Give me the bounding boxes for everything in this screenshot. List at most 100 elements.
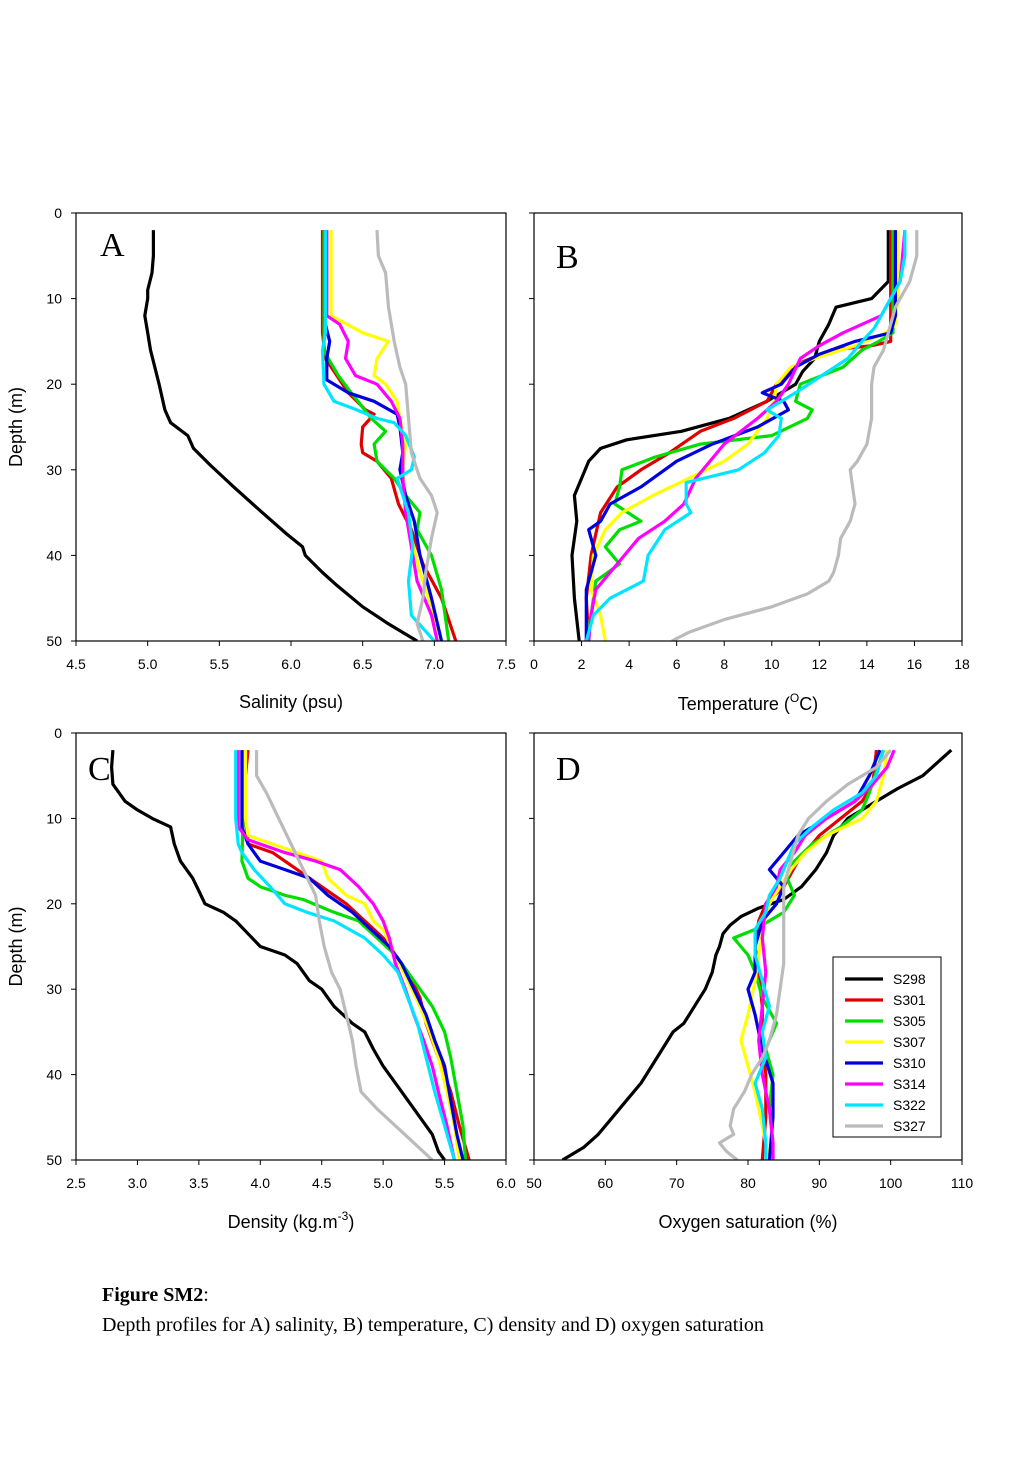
caption-label: Figure SM2 — [102, 1284, 204, 1306]
series-line-s310 — [584, 230, 897, 641]
series-line-s298 — [561, 748, 953, 1160]
x-tick-label: 5.0 — [138, 656, 158, 672]
x-tick-label: 2 — [578, 656, 586, 672]
y-tick-label: 30 — [46, 462, 62, 478]
series-line-s327 — [255, 750, 434, 1160]
y-axis-label: Depth (m) — [6, 906, 26, 986]
series-line-s301 — [320, 230, 458, 641]
x-tick-label: 50 — [526, 1175, 542, 1191]
x-tick-label: 0 — [530, 656, 538, 672]
x-tick-label: 3.0 — [128, 1175, 148, 1191]
x-axis-label: Oxygen saturation (%) — [658, 1212, 837, 1232]
legend-label-s298: S298 — [893, 971, 926, 987]
y-axis-label: Depth (m) — [6, 387, 26, 467]
series-line-s307 — [329, 230, 444, 641]
series-line-s298 — [110, 749, 446, 1160]
series-line-s298 — [570, 230, 890, 641]
x-tick-label: 110 — [951, 1175, 974, 1191]
series-line-s314 — [587, 229, 907, 641]
x-tick-label: 14 — [859, 656, 875, 672]
x-tick-label: 6 — [673, 656, 681, 672]
x-tick-label: 60 — [598, 1175, 614, 1191]
caption-title-line: Figure SM2: — [102, 1280, 962, 1310]
x-tick-label: 10 — [764, 656, 780, 672]
panel-c: 2.5 3.0 3.5 4.0 4.5 5.0 5.5 6.0 0 10 20 30 40 50 C Dens… — [6, 725, 516, 1232]
panel-letter: D — [556, 751, 581, 788]
x-tick-label: 4.5 — [312, 1175, 332, 1191]
x-axis-label: Salinity (psu) — [239, 692, 343, 712]
x-tick-label: 5.5 — [210, 656, 230, 672]
series-line-s322 — [584, 230, 907, 641]
y-tick-label: 30 — [46, 981, 62, 997]
x-tick-label: 100 — [879, 1175, 903, 1191]
series-line-s301 — [584, 230, 893, 641]
series-group — [561, 748, 953, 1160]
series-line-s298 — [143, 230, 418, 641]
series-group — [143, 230, 458, 641]
series-line-s305 — [322, 230, 451, 641]
series-line-s305 — [240, 750, 468, 1160]
panel-letter: B — [556, 239, 579, 276]
series-group — [110, 749, 471, 1160]
x-tick-label: 3.5 — [189, 1175, 209, 1191]
x-tick-label: 80 — [740, 1175, 756, 1191]
y-tick-label: 50 — [46, 1152, 62, 1168]
x-tick-label: 90 — [812, 1175, 828, 1191]
x-tick-label: 6.0 — [496, 1175, 516, 1191]
y-tick-label: 40 — [46, 547, 62, 563]
y-tick-label: 10 — [46, 291, 62, 307]
panel-a: 4.5 5.0 5.5 6.0 6.5 7.0 7.5 0 10 20 30 40 50 A Salinit… — [6, 205, 516, 712]
series-line-s314 — [325, 230, 439, 641]
x-tick-label: 4.0 — [251, 1175, 271, 1191]
x-axis-label: Density (kg.m-3) — [228, 1209, 355, 1232]
x-tick-label: 4.5 — [66, 656, 86, 672]
x-tick-label: 4 — [625, 656, 633, 672]
legend-label-s327: S327 — [893, 1118, 926, 1134]
x-tick-label: 6.5 — [353, 656, 373, 672]
plot-frame — [75, 212, 507, 642]
y-tick-label: 50 — [46, 633, 62, 649]
legend-label-s301: S301 — [893, 992, 926, 1008]
x-tick-label: 7.5 — [496, 656, 516, 672]
plot-frame — [533, 212, 963, 642]
series-line-s327 — [375, 230, 439, 641]
x-tick-label: 8 — [720, 656, 728, 672]
panel-d: 50 60 70 80 90 100 110 D Oxygen saturation (%) S2… — [526, 732, 974, 1232]
series-line-s310 — [323, 230, 444, 641]
x-tick-label: 16 — [907, 656, 923, 672]
caption-text: Depth profiles for A) salinity, B) tempe… — [102, 1314, 764, 1336]
series-line-s307 — [243, 750, 461, 1160]
x-axis-label: Temperature (OC) — [678, 691, 818, 714]
series-line-s322 — [320, 230, 436, 641]
x-tick-label: 5.5 — [435, 1175, 455, 1191]
x-tick-label: 2.5 — [66, 1175, 86, 1191]
panel-letter: C — [88, 751, 111, 788]
series-line-s322 — [234, 750, 456, 1160]
plot-frame — [75, 732, 507, 1161]
panel-letter: A — [100, 227, 125, 264]
x-tick-label: 5.0 — [373, 1175, 393, 1191]
legend-label-s307: S307 — [893, 1034, 926, 1050]
series-line-s322 — [753, 749, 886, 1160]
series-line-s327 — [717, 749, 892, 1160]
series-group — [570, 229, 919, 641]
legend-label-s314: S314 — [893, 1076, 926, 1092]
legend-box — [832, 956, 942, 1138]
series-line-s305 — [584, 230, 895, 641]
series-line-s314 — [236, 750, 456, 1160]
series-line-s307 — [589, 230, 900, 641]
series-line-s310 — [240, 750, 465, 1160]
x-tick-label: 12 — [812, 656, 828, 672]
x-tick-label: 18 — [954, 656, 970, 672]
y-tick-label: 0 — [54, 725, 62, 741]
y-tick-label: 20 — [46, 376, 62, 392]
x-tick-label: 70 — [669, 1175, 685, 1191]
y-tick-label: 0 — [54, 205, 62, 221]
caption-label-suffix: : — [203, 1284, 209, 1306]
y-tick-label: 20 — [46, 896, 62, 912]
y-tick-label: 10 — [46, 810, 62, 826]
y-tick-label: 40 — [46, 1067, 62, 1083]
legend-label-s310: S310 — [893, 1055, 926, 1071]
series-line-s327 — [671, 230, 919, 641]
